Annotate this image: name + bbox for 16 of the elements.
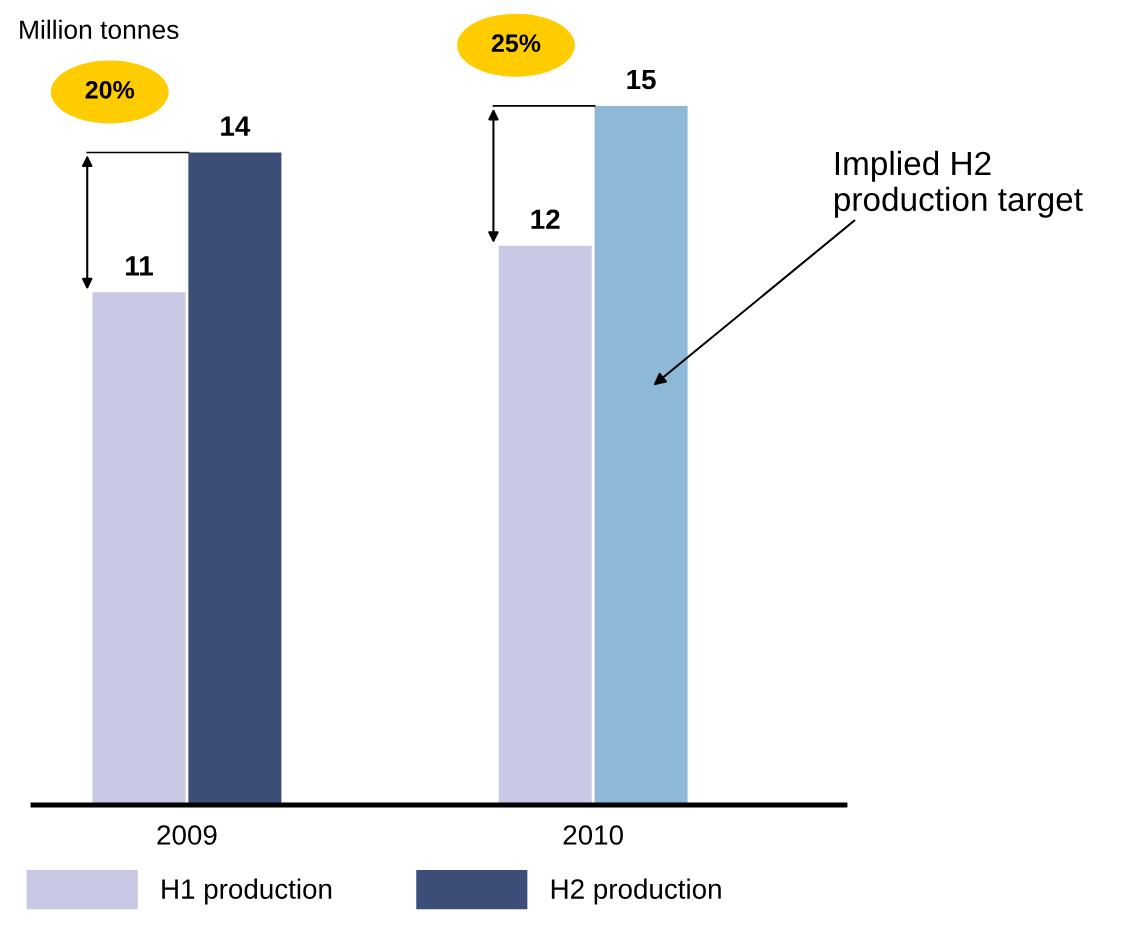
text: 25% [491, 34, 541, 53]
text: Million tonnes [20, 19, 179, 40]
bar [498, 245, 592, 805]
bar [594, 105, 688, 805]
x-tick-label: 2009 [157, 825, 217, 845]
text: 20% [85, 80, 135, 99]
bar [188, 152, 282, 805]
bar [92, 292, 186, 805]
annotation: Implied H2 production target [834, 150, 1083, 218]
legend-label: H1 production [162, 878, 332, 905]
data-label: 14 [221, 116, 251, 136]
data-label: 12 [531, 209, 560, 229]
x-tick-label: 2010 [563, 825, 623, 845]
data-label: 15 [627, 69, 656, 90]
legend-label: H2 production [551, 878, 721, 905]
data-label: 11 [126, 256, 153, 276]
